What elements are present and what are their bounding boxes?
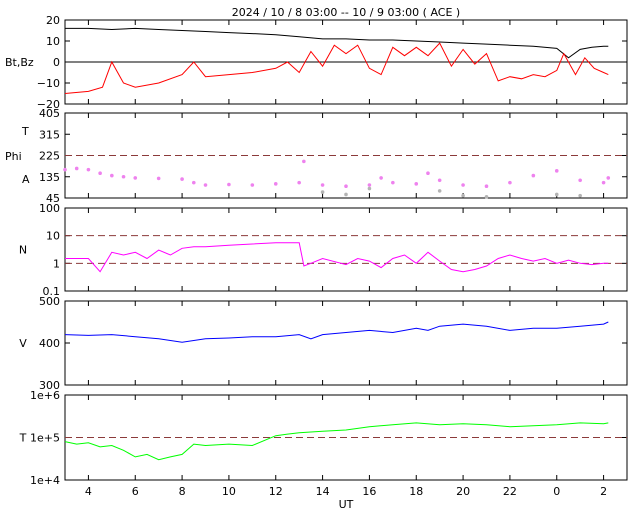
data-point-phi-gray [320,190,325,194]
data-point-phi [320,183,325,187]
x-tick-label: 4 [85,485,92,498]
data-point-phi [367,183,372,187]
data-point-phi [379,176,383,180]
data-point-phi [601,180,606,185]
series-line-t [64,422,609,461]
y-tick-label: 10 [46,230,60,243]
y-tick-label: 315 [39,128,60,141]
data-point-phi [414,182,419,186]
panel-frame [64,207,628,292]
x-tick-label: 12 [269,485,283,498]
data-point-phi [297,180,301,185]
data-point-phi [110,173,114,178]
data-point-phi [203,183,208,187]
y-axis-label: N [19,244,27,257]
y-axis-label: T [19,432,27,445]
data-point-phi [180,177,184,181]
y-tick-label: 400 [39,337,60,350]
y-axis-label-top: T [21,125,29,138]
data-point-phi [191,180,196,185]
data-point-phi [86,167,91,172]
panel-field: 20 10 0 −10 −20 Bt,Bz [5,14,628,111]
data-point-phi [74,166,79,171]
data-point-phi [426,171,430,176]
data-point-phi [273,182,278,186]
data-point-phi [133,176,138,180]
chart-title: 2024 / 10 / 8 03:00 -- 10 / 9 03:00 ( AC… [232,6,460,19]
y-axis-label: Bt,Bz [5,56,34,69]
data-point-phi [606,176,611,180]
data-point-phi [344,184,348,188]
data-point-phi [391,180,395,185]
data-point-phi [437,178,442,183]
x-tick-label: 8 [179,485,186,498]
y-tick-label: 0 [53,56,60,69]
y-tick-label: 1 [53,257,60,270]
x-tick-label: 14 [316,485,330,498]
y-axis-label-mid: Phi [5,150,22,163]
data-point-phi [302,159,306,164]
y-axis-label: V [19,337,27,350]
x-tick-label: 22 [503,485,517,498]
data-point-phi [461,183,465,187]
y-tick-label: 1e+6 [30,389,60,402]
data-point-phi [121,174,126,179]
series-line-bz [64,42,609,94]
data-point-phi [554,169,559,173]
x-tick-label: 0 [553,485,560,498]
data-point-phi-gray [437,189,442,193]
y-axis-label-bot: A [22,173,30,186]
data-point-phi-gray [578,193,582,198]
y-tick-label: 100 [39,202,60,215]
data-point-phi [484,184,489,188]
x-tick-label: 18 [409,485,423,498]
data-point-phi [63,167,67,172]
data-point-phi [531,173,536,178]
y-tick-label: 1e+4 [30,474,60,487]
data-point-phi [578,178,582,183]
panel-velocity: 500 400 300 V [19,295,628,392]
panel-temperature: 1e+6 1e+5 1e+4 T [19,389,628,487]
y-tick-label: 20 [46,14,60,27]
data-point-phi-gray [367,186,372,191]
y-tick-label: 1e+5 [30,432,60,445]
series-line-bt [65,27,609,59]
series-line-n [65,242,609,273]
data-point-phi-gray [484,195,489,199]
data-point-phi [250,183,255,187]
y-tick-label: −10 [37,77,60,90]
x-tick-label: 10 [222,485,236,498]
y-tick-label: 225 [39,150,60,163]
panel-frame [64,300,628,386]
data-point-phi [227,182,231,187]
x-tick-label: 6 [132,485,139,498]
x-tick-label: 2 [600,485,607,498]
data-point-phi-gray [344,192,348,197]
panel-density: 100 10 1 0.1 N [19,202,628,298]
data-point-phi-gray [554,192,559,197]
y-tick-label: 500 [39,295,60,308]
y-tick-label: 0.1 [43,285,61,298]
x-tick-label: 16 [362,485,376,498]
chart-panels: 20100−10−20Bt,Bz40531522513545TPhiA10010… [5,14,628,498]
y-tick-label: 135 [39,171,60,184]
data-point-phi-gray [461,193,465,198]
y-tick-label: 300 [39,379,60,392]
y-tick-label: 45 [46,192,60,205]
data-point-phi [508,180,512,185]
y-tick-label: 10 [46,35,60,48]
data-point-phi [98,171,102,176]
series-line-v [64,321,609,343]
x-tick-label: 20 [456,485,470,498]
y-tick-label: −20 [37,98,60,111]
y-tick-label: 405 [39,107,60,120]
x-axis-label: UT [339,498,354,511]
data-point-phi [156,176,161,181]
